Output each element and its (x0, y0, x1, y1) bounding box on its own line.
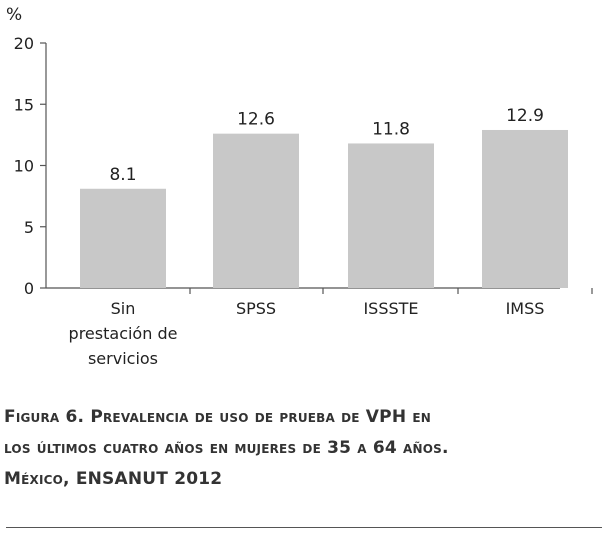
y-axis-unit-label: % (6, 5, 22, 25)
chart-bars (80, 129, 568, 288)
bar-chart: % 0 5 10 15 20 8.1 Sin prestación de servicios 1… (6, 5, 593, 368)
y-tick-label: 10 (14, 157, 34, 176)
bar (482, 129, 568, 288)
bar (213, 133, 299, 288)
bar-value-label: 12.6 (237, 110, 275, 130)
x-category-label: IMSS (506, 299, 545, 318)
bar-value-label: 11.8 (372, 119, 410, 139)
bar (80, 188, 166, 288)
x-category-label: prestación de (69, 324, 178, 343)
y-tick-label: 5 (24, 218, 34, 237)
x-category-label: Sin (111, 299, 136, 318)
y-tick-label: 0 (24, 279, 34, 298)
caption-line-1: Figura 6. Prevalencia de uso de prueba d… (4, 407, 432, 427)
caption-line-3: México, ENSANUT 2012 (4, 469, 223, 489)
x-category-label: ISSSTE (363, 299, 418, 318)
bar (348, 143, 434, 288)
caption-line-2: los últimos cuatro años en mujeres de 35… (4, 438, 449, 458)
x-category-label: servicios (88, 349, 158, 368)
bar-value-label: 8.1 (109, 165, 136, 185)
bottom-rule (6, 527, 602, 528)
y-tick-label: 15 (14, 95, 34, 114)
chart-labels: 8.1 Sin prestación de servicios 12.6 SPSS 11.8… (69, 106, 545, 368)
y-tick-label: 20 (14, 34, 34, 53)
bar-value-label: 12.9 (506, 106, 544, 126)
figure-caption: Figura 6. Prevalencia de uso de prueba d… (4, 402, 604, 495)
x-category-label: SPSS (236, 299, 276, 318)
